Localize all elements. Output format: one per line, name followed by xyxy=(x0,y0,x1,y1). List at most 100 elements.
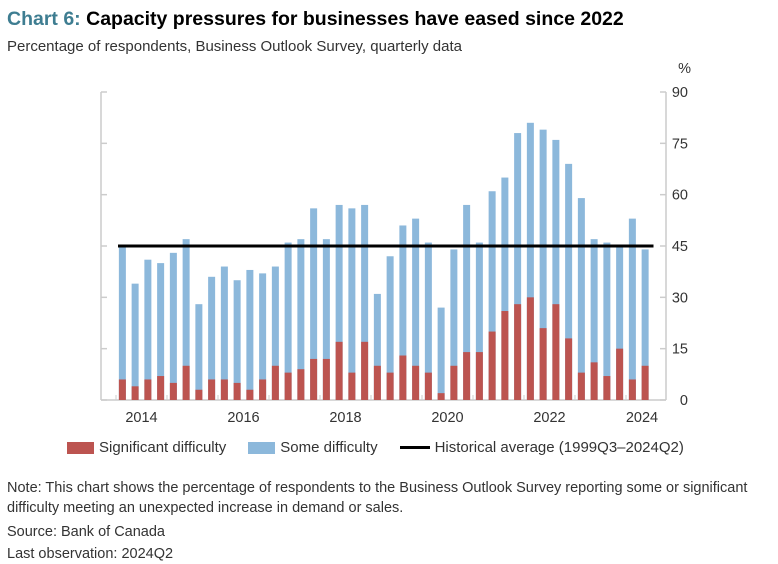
bar-significant-difficulty xyxy=(284,372,292,400)
legend-label-some: Some difficulty xyxy=(280,439,378,456)
bar-significant-difficulty xyxy=(526,297,534,400)
legend-swatch-significant xyxy=(67,441,94,454)
bar-significant-difficulty xyxy=(322,358,330,400)
bar-some-difficulty xyxy=(208,276,216,400)
bar-significant-difficulty xyxy=(373,365,381,400)
bar-significant-difficulty xyxy=(641,365,649,400)
bar-some-difficulty xyxy=(577,198,585,400)
bar-significant-difficulty xyxy=(220,379,228,400)
bar-significant-difficulty xyxy=(157,376,165,400)
x-tick-label: 2020 xyxy=(431,410,463,426)
bar-some-difficulty xyxy=(322,239,330,400)
bar-some-difficulty xyxy=(169,252,177,400)
bar-significant-difficulty xyxy=(603,376,611,400)
bar-significant-difficulty xyxy=(488,331,496,400)
bar-significant-difficulty xyxy=(361,341,369,400)
x-tick-label: 2016 xyxy=(227,410,259,426)
y-tick-label: 45 xyxy=(672,239,688,255)
bar-some-difficulty xyxy=(297,239,305,400)
bar-some-difficulty xyxy=(437,307,445,400)
chart-note: Note: This chart shows the percentage of… xyxy=(7,480,748,516)
bar-significant-difficulty xyxy=(310,358,318,400)
chart-subtitle: Percentage of respondents, Business Outl… xyxy=(7,38,462,55)
x-tick-label: 2022 xyxy=(533,410,565,426)
bar-significant-difficulty xyxy=(169,382,177,400)
bar-significant-difficulty xyxy=(386,372,394,400)
last-observation: Last observation: 2024Q2 xyxy=(7,546,174,562)
bar-some-difficulty xyxy=(259,273,267,400)
bar-some-difficulty xyxy=(514,133,522,401)
bar-significant-difficulty xyxy=(565,338,573,400)
bar-some-difficulty xyxy=(220,266,228,400)
legend-label-significant: Significant difficulty xyxy=(99,439,227,456)
bar-significant-difficulty xyxy=(450,365,458,400)
legend-swatch-some xyxy=(248,441,276,454)
bar-significant-difficulty xyxy=(590,362,598,400)
bar-some-difficulty xyxy=(552,139,560,400)
bar-some-difficulty xyxy=(335,204,343,400)
bar-some-difficulty xyxy=(195,304,203,400)
bar-some-difficulty xyxy=(386,256,394,400)
bar-some-difficulty xyxy=(233,280,241,400)
bar-some-difficulty xyxy=(399,225,407,400)
bar-significant-difficulty xyxy=(616,348,624,400)
chart-title-text: Capacity pressures for businesses have e… xyxy=(86,8,624,30)
y-tick-label: 0 xyxy=(680,393,688,409)
bar-some-difficulty xyxy=(246,269,254,400)
bar-some-difficulty xyxy=(131,283,139,400)
bar-significant-difficulty xyxy=(208,379,216,400)
bar-some-difficulty xyxy=(539,129,547,400)
bar-some-difficulty xyxy=(373,293,381,400)
bar-significant-difficulty xyxy=(297,369,305,400)
bar-some-difficulty xyxy=(628,218,636,400)
bar-significant-difficulty xyxy=(412,365,420,400)
bar-significant-difficulty xyxy=(348,372,356,400)
bar-significant-difficulty xyxy=(195,389,203,400)
bar-some-difficulty xyxy=(182,239,190,400)
bar-some-difficulty xyxy=(603,242,611,400)
bar-some-difficulty xyxy=(641,249,649,400)
bar-some-difficulty xyxy=(118,246,126,400)
bar-significant-difficulty xyxy=(514,304,522,400)
bar-significant-difficulty xyxy=(144,379,152,400)
legend-line-average xyxy=(399,446,430,449)
legend: Significant difficulty Some difficulty H… xyxy=(67,439,706,456)
y-tick-label: 15 xyxy=(672,342,688,358)
bar-significant-difficulty xyxy=(628,379,636,400)
chart-source: Source: Bank of Canada xyxy=(7,524,165,540)
bar-significant-difficulty xyxy=(182,365,190,400)
bar-some-difficulty xyxy=(463,204,471,400)
bar-some-difficulty xyxy=(361,204,369,400)
bar-significant-difficulty xyxy=(539,328,547,400)
bar-significant-difficulty xyxy=(259,379,267,400)
bar-significant-difficulty xyxy=(552,304,560,400)
bar-significant-difficulty xyxy=(335,341,343,400)
bar-some-difficulty xyxy=(412,218,420,400)
bar-some-difficulty xyxy=(310,208,318,400)
bar-some-difficulty xyxy=(424,242,432,400)
chart-plot: 0 15 30 45 60 75 90% 2014 2016 2018 2020 2022 2024 xyxy=(100,61,691,426)
bar-some-difficulty xyxy=(501,177,509,400)
bar-significant-difficulty xyxy=(424,372,432,400)
x-tick-label: 2024 xyxy=(626,410,658,426)
bar-some-difficulty xyxy=(526,122,534,401)
bar-significant-difficulty xyxy=(118,379,126,400)
y-tick-label: 30 xyxy=(672,290,688,306)
bar-significant-difficulty xyxy=(246,389,254,400)
bar-significant-difficulty xyxy=(501,311,509,400)
bar-some-difficulty xyxy=(271,266,279,400)
bar-some-difficulty xyxy=(616,246,624,400)
x-tick-label: 2018 xyxy=(329,410,361,426)
legend-item-significant: Significant difficulty xyxy=(67,439,226,456)
bar-significant-difficulty xyxy=(475,352,483,400)
y-unit-label: % xyxy=(678,61,691,77)
bar-significant-difficulty xyxy=(463,352,471,400)
y-tick-label: 75 xyxy=(672,136,688,152)
bar-some-difficulty xyxy=(284,242,292,400)
bar-significant-difficulty xyxy=(399,355,407,400)
bar-some-difficulty xyxy=(348,208,356,400)
bar-significant-difficulty xyxy=(577,372,585,400)
bar-some-difficulty xyxy=(450,249,458,400)
bar-significant-difficulty xyxy=(437,393,445,400)
bar-some-difficulty xyxy=(157,263,165,400)
